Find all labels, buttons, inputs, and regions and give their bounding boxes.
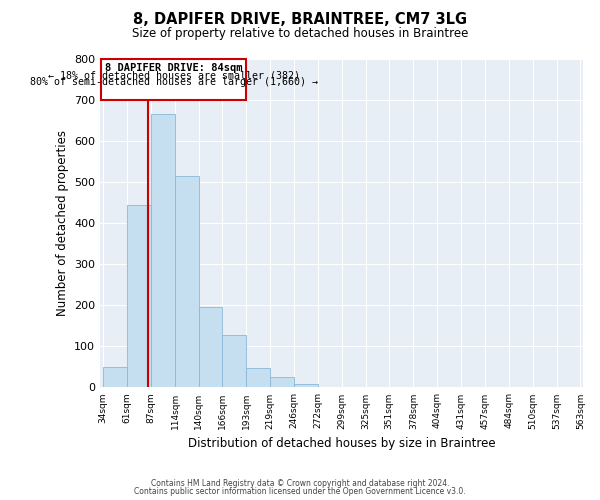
Text: ← 18% of detached houses are smaller (382): ← 18% of detached houses are smaller (38… (48, 70, 300, 80)
Bar (151, 114, 175, 388)
Text: 8 DAPIFER DRIVE: 84sqm: 8 DAPIFER DRIVE: 84sqm (105, 63, 242, 73)
Bar (247, 368, 270, 388)
Bar (101, 59, 247, 100)
Bar (103, 367, 127, 388)
Bar (222, 336, 247, 388)
Text: 80% of semi-detached houses are larger (1,660) →: 80% of semi-detached houses are larger (… (30, 77, 318, 87)
Bar (175, 176, 199, 388)
X-axis label: Distribution of detached houses by size in Braintree: Distribution of detached houses by size … (188, 437, 496, 450)
Bar (294, 384, 318, 388)
Text: 8, DAPIFER DRIVE, BRAINTREE, CM7 3LG: 8, DAPIFER DRIVE, BRAINTREE, CM7 3LG (133, 12, 467, 28)
Bar (270, 377, 294, 388)
Y-axis label: Number of detached properties: Number of detached properties (56, 130, 68, 316)
Text: Contains HM Land Registry data © Crown copyright and database right 2024.: Contains HM Land Registry data © Crown c… (151, 478, 449, 488)
Bar (199, 306, 222, 388)
Bar (127, 204, 151, 388)
Text: Contains public sector information licensed under the Open Government Licence v3: Contains public sector information licen… (134, 487, 466, 496)
Text: Size of property relative to detached houses in Braintree: Size of property relative to detached ho… (132, 28, 468, 40)
